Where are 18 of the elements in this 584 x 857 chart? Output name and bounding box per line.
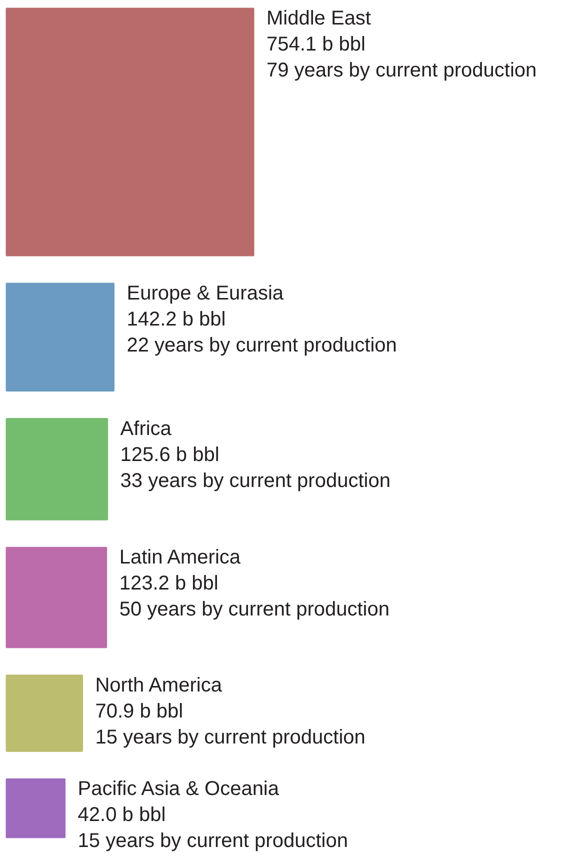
- text: 33 years by current production: [120, 470, 390, 492]
- data-label: 42.0 b bbl: [78, 804, 166, 826]
- category-label: Europe & Eurasia: [126, 282, 284, 304]
- text: 15 years by current production: [95, 726, 366, 748]
- category-label: Pacific Asia & Oceania: [78, 778, 280, 800]
- category-label: North America: [95, 674, 223, 696]
- text: 15 years by current production: [78, 830, 348, 852]
- category-label: Middle East: [266, 8, 372, 30]
- data-label: 123.2 b bbl: [119, 572, 218, 595]
- data-label: 125.6 b bbl: [120, 444, 220, 466]
- data-label: 70.9 b bbl: [95, 700, 184, 722]
- text: 22 years by current production: [126, 334, 397, 356]
- data-label: 754.1 b bbl: [266, 34, 366, 56]
- text: 79 years by current production: [266, 60, 537, 82]
- text: 50 years by current production: [119, 598, 390, 621]
- data-label: 142.2 b bbl: [126, 308, 226, 330]
- category-label: Africa: [120, 418, 172, 440]
- category-label: Latin America: [119, 546, 242, 569]
